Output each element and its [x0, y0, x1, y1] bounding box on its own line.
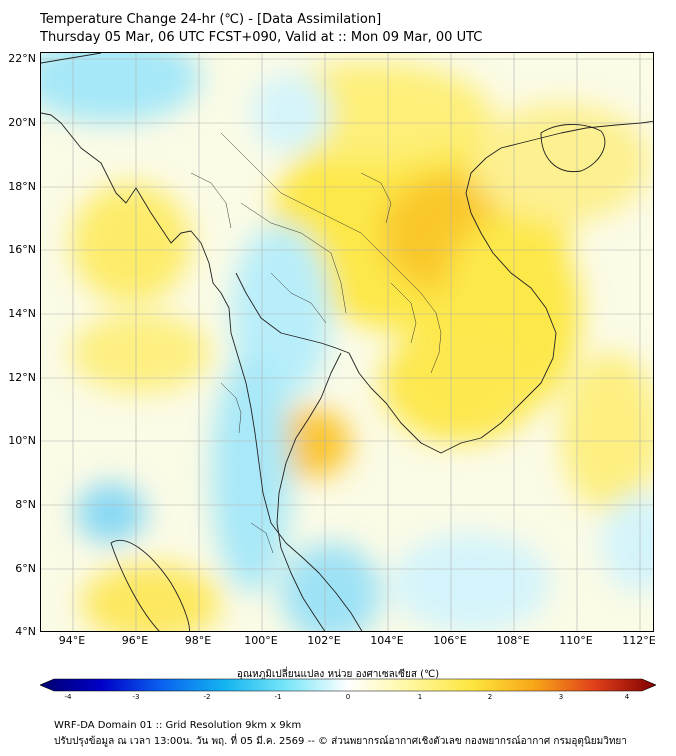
hainan-island [540, 123, 606, 173]
colorbar-tick: 2 [487, 693, 493, 701]
colorbar-tick: 4 [624, 693, 630, 701]
chart-subtitle: Thursday 05 Mar, 06 UTC FCST+090, Valid … [40, 30, 483, 45]
gulf-and-east-coastline [235, 120, 653, 454]
map-panel [40, 52, 654, 632]
colorbar-tick: -3 [132, 693, 140, 701]
temperature-change-map [41, 53, 653, 631]
cool-area [391, 533, 551, 631]
cool-area [211, 353, 291, 593]
footer-credit: ปรับปรุงข้อมูล ณ เวลา 13:00น. วัน พฤ. ที… [54, 736, 627, 747]
coastlines [41, 53, 653, 631]
lat-tick-label: 14°N [8, 307, 36, 320]
lon-tick-label: 96°E [121, 634, 149, 647]
colorbar-tick: -4 [64, 693, 72, 701]
cool-area [41, 53, 201, 123]
warm-area [471, 103, 651, 223]
graticule [41, 53, 653, 631]
lat-tick-label: 20°N [8, 116, 36, 129]
temperature-field [41, 53, 653, 631]
lon-tick-label: 102°E [307, 634, 341, 647]
cool-area [76, 483, 146, 543]
north-border-fragment [41, 53, 102, 64]
warm-area [381, 323, 541, 443]
lon-tick-label: 94°E [58, 634, 86, 647]
lat-tick-label: 22°N [8, 52, 36, 65]
warm-area [561, 353, 653, 513]
lon-tick-label: 98°E [184, 634, 212, 647]
warm-area [71, 183, 191, 303]
provincial-borders [190, 132, 442, 554]
west-coastline [41, 112, 363, 631]
warm-area [271, 408, 351, 478]
lon-tick-label: 110°E [559, 634, 593, 647]
cool-area [251, 73, 331, 153]
colorbar-tick: 3 [558, 693, 564, 701]
lat-tick-label: 18°N [8, 180, 36, 193]
chart-title: Temperature Change 24-hr (℃) - [Data Ass… [40, 12, 382, 27]
colorbar-title: อุณหภูมิเปลี่ยนแปลง หน่วย องศาเซลเซียส (… [236, 669, 440, 680]
lat-tick-label: 10°N [8, 434, 36, 447]
colorbar-tick: 1 [417, 693, 423, 701]
colorbar-tick: -2 [203, 693, 211, 701]
lat-tick-label: 8°N [15, 498, 36, 511]
lon-tick-label: 112°E [622, 634, 656, 647]
lat-tick-label: 6°N [15, 562, 36, 575]
sumatra-north [110, 539, 190, 631]
lat-tick-label: 16°N [8, 243, 36, 256]
peninsula-east-coast [276, 352, 342, 631]
colorbar-tick: 0 [345, 693, 351, 701]
lon-tick-label: 100°E [244, 634, 278, 647]
colorbar-tick: -1 [274, 693, 282, 701]
lon-tick-label: 106°E [433, 634, 467, 647]
colorbar [40, 678, 656, 692]
lat-tick-label: 4°N [15, 625, 36, 638]
lat-tick-label: 12°N [8, 371, 36, 384]
warm-area [71, 313, 211, 393]
colorbar-ramp [40, 678, 656, 692]
lon-tick-label: 108°E [496, 634, 530, 647]
footer-model-info: WRF-DA Domain 01 :: Grid Resolution 9km … [54, 720, 302, 731]
lon-tick-label: 104°E [370, 634, 404, 647]
